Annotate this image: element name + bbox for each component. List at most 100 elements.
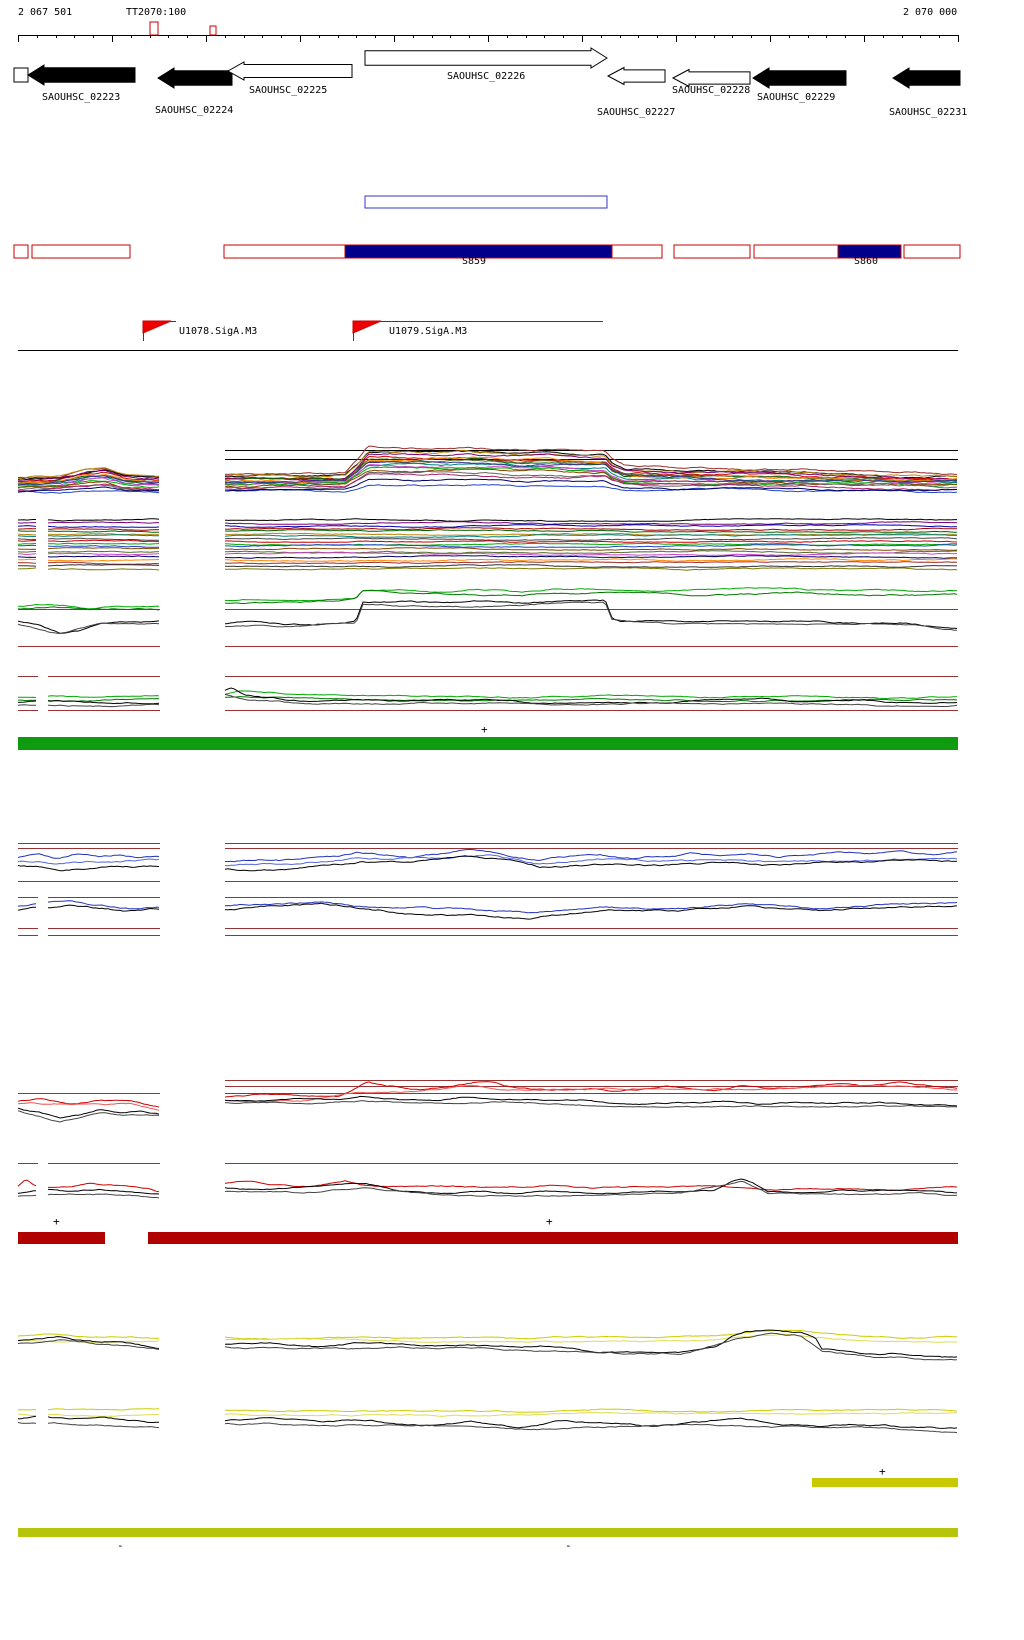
signal-trace	[225, 524, 957, 528]
signal-trace	[224, 453, 958, 481]
gene-arrow[interactable]	[606, 66, 666, 86]
gene-label: SAOUHSC_02224	[155, 105, 234, 116]
gene-arrow[interactable]	[364, 47, 608, 69]
gene-label: SAOUHSC_02227	[597, 107, 676, 118]
signal-trace	[224, 1180, 958, 1197]
segment-box[interactable]	[31, 244, 131, 259]
signal-trace	[17, 533, 37, 536]
signal-trace	[17, 1194, 37, 1197]
gene-label: SAOUHSC_02228	[672, 85, 751, 96]
signal-trace	[47, 900, 160, 910]
gene-label: SAOUHSC_02223	[42, 92, 121, 103]
signal-trace	[47, 695, 160, 698]
signal-trace	[17, 1110, 160, 1123]
segment-core[interactable]	[837, 244, 902, 259]
signal-trace	[224, 1333, 958, 1343]
signal-trace	[224, 1412, 958, 1417]
signal-trace	[47, 537, 159, 541]
signal-trace	[17, 471, 160, 483]
signal-trace	[17, 469, 159, 480]
signal-trace	[17, 535, 37, 538]
signal-trace	[47, 530, 159, 533]
signal-trace	[18, 562, 37, 564]
signal-trace	[17, 519, 36, 521]
signal-trace	[18, 699, 37, 702]
signal-trace	[224, 693, 958, 707]
gene-arrow[interactable]	[671, 68, 751, 88]
promoter-flag[interactable]	[352, 320, 382, 334]
signal-trace	[17, 1098, 160, 1108]
signal-trace	[224, 1095, 958, 1107]
signal-trace	[17, 903, 37, 907]
segment-box[interactable]	[13, 244, 29, 259]
gene-arrow[interactable]	[752, 67, 847, 89]
yellow-bar-right	[812, 1478, 958, 1487]
signal-trace	[47, 559, 160, 562]
signal-trace	[48, 533, 160, 536]
segment-box[interactable]	[673, 244, 751, 259]
segment-box[interactable]	[903, 244, 961, 259]
ruler-end-coordinate: 2 070 000	[903, 7, 958, 18]
signal-trace	[225, 567, 958, 571]
signal-trace	[224, 1329, 958, 1358]
signal-trace	[17, 1190, 37, 1194]
signal-trace	[47, 564, 160, 567]
promoter-flag[interactable]	[142, 320, 172, 334]
minus-strand-mark: -	[117, 1539, 124, 1552]
gene-arrow[interactable]	[892, 67, 961, 89]
signal-trace	[18, 1413, 37, 1417]
signal-trace	[17, 538, 37, 541]
signal-trace	[224, 1178, 958, 1195]
signal-trace	[224, 901, 958, 914]
signal-trace	[17, 606, 160, 611]
signal-trace	[17, 474, 160, 484]
signal-trace	[17, 1336, 160, 1349]
signal-trace	[17, 558, 37, 561]
segment-core[interactable]	[344, 244, 613, 259]
signal-trace	[224, 1332, 958, 1361]
promoter-label: U1079.SigA.M3	[389, 326, 468, 337]
signal-trace	[17, 481, 159, 491]
signal-trace	[17, 474, 160, 485]
signal-trace	[17, 556, 37, 558]
ruler-start-coordinate: 2 067 501	[18, 7, 73, 18]
signal-trace	[224, 589, 958, 605]
gene-arrow[interactable]	[27, 64, 136, 86]
signal-trace	[17, 1107, 160, 1119]
signal-trace	[48, 534, 160, 537]
signal-trace	[224, 460, 958, 484]
signal-trace	[224, 1417, 958, 1429]
signal-trace	[48, 1413, 160, 1417]
signal-trace	[47, 539, 160, 543]
signal-trace	[48, 528, 160, 531]
signal-trace	[17, 525, 37, 527]
signal-trace	[224, 1084, 958, 1103]
signal-trace	[224, 478, 958, 492]
gene-label: SAOUHSC_02231	[889, 107, 968, 118]
signal-trace	[18, 553, 37, 556]
gene-arrow[interactable]	[157, 67, 233, 89]
signal-trace	[17, 704, 37, 706]
signal-trace	[47, 525, 160, 528]
signal-trace	[224, 529, 958, 533]
signal-trace	[48, 542, 160, 545]
ruler-feature-label: TT2070:100	[126, 7, 187, 18]
signal-trace	[17, 469, 160, 481]
signal-trace	[224, 587, 958, 602]
signal-trace	[17, 551, 37, 553]
signal-trace	[224, 561, 958, 565]
signal-trace	[17, 853, 160, 859]
signal-trace	[225, 1100, 958, 1108]
signal-trace	[47, 547, 160, 550]
gene-arrow[interactable]	[226, 61, 353, 81]
signal-trace	[48, 1182, 160, 1193]
gene-label: SAOUHSC_02229	[757, 92, 836, 103]
signal-trace	[224, 521, 958, 525]
signal-trace	[17, 467, 160, 480]
signal-trace	[18, 1415, 37, 1420]
signal-trace	[47, 1422, 160, 1429]
promoter-label: U1078.SigA.M3	[179, 326, 258, 337]
plus-strand-mark: +	[546, 1215, 553, 1228]
